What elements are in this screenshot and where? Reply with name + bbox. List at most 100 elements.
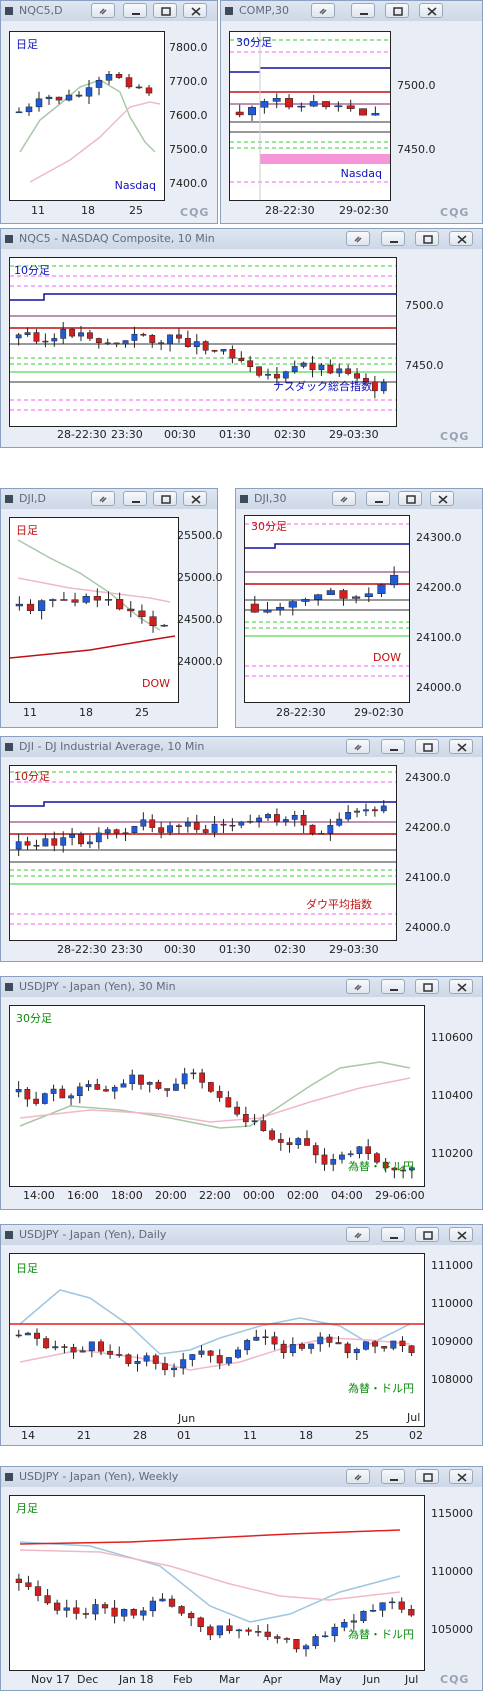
window-titlebar[interactable]: DJI,30 [236,489,482,509]
restore-button[interactable] [415,1469,439,1484]
candle-body [377,584,386,594]
y-tick: 7500.0 [405,299,444,312]
link-button[interactable] [346,1227,370,1242]
candle-body [97,1341,104,1352]
candle-body [360,1611,367,1622]
window-title: NQC5,D [19,4,63,17]
window-titlebar[interactable]: USDJPY - Japan (Yen), 30 Min [1,977,482,997]
window-titlebar[interactable]: USDJPY - Japan (Yen), Daily [1,1225,482,1245]
x-tick: 01:30 [219,943,251,956]
minimize-button[interactable] [381,739,405,754]
restore-button[interactable] [153,491,177,506]
close-button[interactable] [449,739,473,754]
window-titlebar[interactable]: COMP,30 [221,1,482,21]
candle-body [25,1582,32,1587]
chart-window-dji-daily[interactable]: DJI,D 日足 DOW 25500.0 25000.0 24500.0 240… [0,488,223,728]
close-button[interactable] [449,1469,473,1484]
price-plot[interactable]: 30分足 Nasdaq [229,31,391,201]
minimize-button[interactable] [381,1227,405,1242]
candle-body [105,74,113,81]
chart-window-dji-10min[interactable]: DJI - DJ Industrial Average, 10 Min 10分足… [0,736,483,962]
price-plot[interactable]: 10分足 ダウ平均指数 [9,765,397,941]
chart-window-nqc5-daily[interactable]: NQC5,D 日足 Nasdaq 7800.0 7700.0 7600.0 75… [0,0,218,224]
link-button[interactable] [346,231,370,246]
price-plot[interactable]: 30分足 DOW [244,515,410,703]
chart-window-comp-30[interactable]: COMP,30 30分足 Nasdaq 7500.0 7450.0 28-22:… [220,0,483,224]
candle-body [189,1354,196,1360]
window-titlebar[interactable]: NQC5 - NASDAQ Composite, 10 Min [1,229,482,249]
link-button[interactable] [311,3,335,18]
candle-body [82,596,90,603]
restore-button[interactable] [153,3,177,18]
brand-text: CQG [440,1673,470,1686]
candle-body [341,1621,348,1628]
close-button[interactable] [449,231,473,246]
link-button[interactable] [346,739,370,754]
restore-button[interactable] [415,739,439,754]
instrument-label: 為替・ドル円 [348,1382,414,1395]
candle-body [371,809,378,812]
y-tick: 110200 [431,1147,473,1160]
link-button[interactable] [346,1469,370,1484]
candle-body [125,77,133,88]
restore-button[interactable] [415,231,439,246]
minimize-button[interactable] [381,1469,405,1484]
close-button[interactable] [449,979,473,994]
x-tick: 11 [23,706,37,719]
candle-body [43,1338,50,1349]
minimize-button[interactable] [123,3,147,18]
candle-body [122,832,129,834]
window-titlebar[interactable]: NQC5,D [1,1,217,21]
window-titlebar[interactable]: DJI,D [1,489,217,509]
candle-body [353,1349,360,1354]
chart-window-usdjpy-weekly[interactable]: USDJPY - Japan (Yen), Weekly 月足 為替・ドル円 1… [0,1466,483,1691]
candle-body [283,1638,290,1640]
candle-body [380,381,387,392]
x-tick: 29-03:30 [329,428,379,441]
candle-body [369,1610,377,1612]
candle-body [197,1617,204,1628]
price-plot[interactable]: 30分足 為替・ドル円 [9,1005,425,1187]
candle-body [286,1142,293,1145]
window-titlebar[interactable]: DJI - DJ Industrial Average, 10 Min [1,737,482,757]
link-button[interactable] [332,491,356,506]
link-button[interactable] [346,979,370,994]
minimize-button[interactable] [381,979,405,994]
minimize-button[interactable] [123,491,147,506]
candle-body [276,606,285,611]
restore-button[interactable] [385,3,409,18]
restore-button[interactable] [415,979,439,994]
restore-button[interactable] [415,1227,439,1242]
price-plot[interactable]: 日足 Nasdaq [9,31,165,201]
chart-window-usdjpy-daily[interactable]: USDJPY - Japan (Yen), Daily 日足 為替・ドル円 Ju… [0,1224,483,1446]
y-tick: 24300.0 [416,531,462,544]
y-tick: 110000 [431,1565,473,1578]
candle-body [248,107,256,116]
chart-window-nqc5-10min[interactable]: NQC5 - NASDAQ Composite, 10 Min 10分足 ナスダ… [0,228,483,448]
restore-button[interactable] [398,491,422,506]
candlestick-chart [245,523,409,677]
close-button[interactable] [183,491,207,506]
candle-body [345,812,352,820]
close-button[interactable] [419,3,443,18]
price-plot[interactable]: 日足 為替・ドル円 Jun [9,1253,425,1427]
minimize-button[interactable] [366,491,390,506]
window-titlebar[interactable]: USDJPY - Japan (Yen), Weekly [1,1467,482,1487]
close-button[interactable] [449,1227,473,1242]
chart-window-usdjpy-30min[interactable]: USDJPY - Japan (Yen), 30 Min 30分足 為替・ドル円… [0,976,483,1210]
minimize-button[interactable] [351,3,375,18]
price-plot[interactable]: 10分足 ナスダック総合指数 [9,257,397,427]
chart-window-dji-30[interactable]: DJI,30 30分足 DOW 24300.0 24200.0 24100.0 … [235,488,483,728]
price-plot[interactable]: 月足 為替・ドル円 [9,1495,425,1671]
link-button[interactable] [91,491,115,506]
candle-body [273,373,280,379]
candle-body [104,599,113,601]
close-button[interactable] [430,491,454,506]
link-button[interactable] [91,3,115,18]
minimize-button[interactable] [381,231,405,246]
candle-body [322,1635,329,1638]
candle-body [78,834,84,845]
price-plot[interactable]: 日足 DOW [9,517,179,703]
close-button[interactable] [183,3,207,18]
candle-body [379,1602,386,1611]
